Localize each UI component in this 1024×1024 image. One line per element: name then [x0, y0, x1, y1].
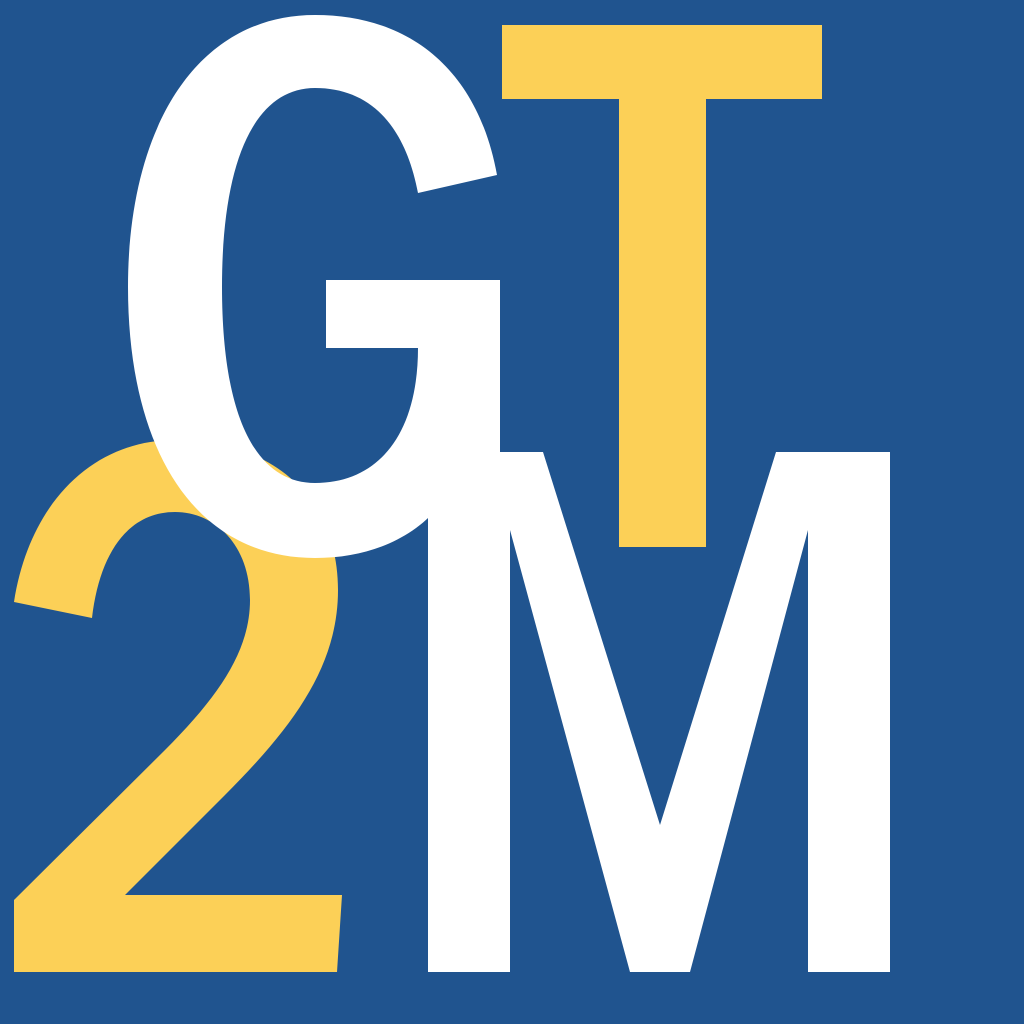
logo-letter-g [128, 15, 500, 558]
logo-letter-2 [14, 440, 342, 972]
logo-letter-t [502, 25, 822, 547]
logo-letter-m [428, 452, 890, 972]
